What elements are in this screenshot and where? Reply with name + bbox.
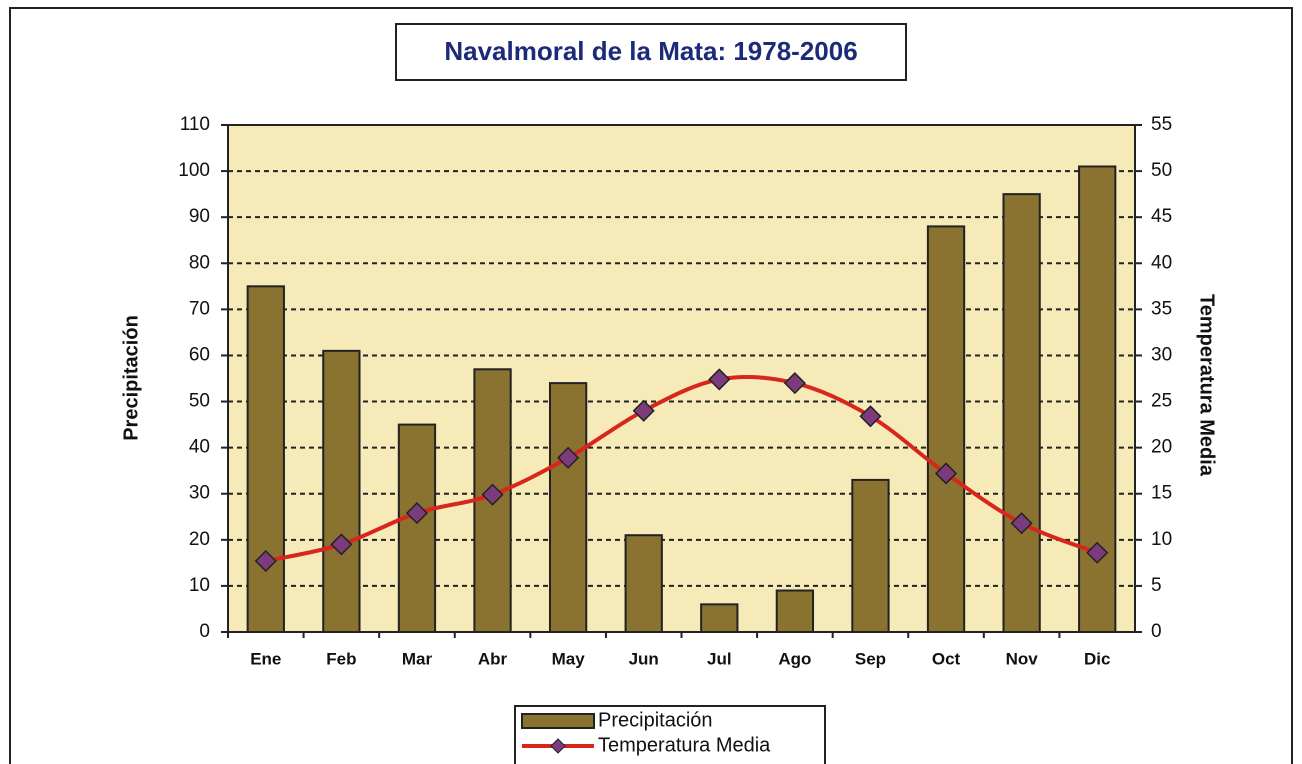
marker xyxy=(859,405,882,428)
y2-axis-title: Temperatura Media xyxy=(1196,294,1218,477)
bar xyxy=(1002,193,1041,634)
x-tick-label: Sep xyxy=(855,649,886,668)
y2-tick-label: 10 xyxy=(1151,529,1172,550)
marker xyxy=(1010,512,1033,535)
y2-tick-label: 5 xyxy=(1151,575,1162,596)
y2-tick-label: 25 xyxy=(1151,391,1172,412)
marker xyxy=(632,399,655,422)
x-tick-label: Abr xyxy=(478,649,508,668)
legend-label: Precipitación xyxy=(598,709,713,731)
bar xyxy=(700,603,739,634)
x-tick-label: Jul xyxy=(707,649,732,668)
y2-tick-label: 35 xyxy=(1151,298,1172,319)
y2-tick-label: 45 xyxy=(1151,206,1172,227)
marker xyxy=(934,462,958,485)
y-tick-label: 0 xyxy=(199,621,210,642)
y-tick-label: 20 xyxy=(189,529,210,550)
y2-tick-label: 15 xyxy=(1151,483,1172,504)
y-tick-label: 60 xyxy=(189,344,210,365)
y2-tick-label: 40 xyxy=(1151,252,1172,273)
y-tick-label: 30 xyxy=(189,483,210,504)
x-tick-label: Mar xyxy=(402,649,433,668)
bar xyxy=(246,285,285,633)
y-tick-label: 70 xyxy=(189,298,210,319)
bar xyxy=(775,589,815,634)
y2-tick-label: 0 xyxy=(1151,621,1162,642)
bar xyxy=(548,382,588,634)
bar xyxy=(624,534,663,634)
marker xyxy=(330,533,353,556)
x-tick-label: May xyxy=(552,649,586,668)
marker xyxy=(557,446,580,469)
y-tick-label: 90 xyxy=(189,206,210,227)
x-tick-label: Ene xyxy=(250,649,281,668)
legend: Precipitación Temperatura Media xyxy=(514,705,826,764)
legend-label: Temperatura Media xyxy=(598,734,771,756)
title-box xyxy=(395,23,907,81)
y2-tick-label: 30 xyxy=(1151,344,1172,365)
x-tick-label: Feb xyxy=(326,649,356,668)
y-tick-label: 50 xyxy=(189,391,210,412)
plot-area xyxy=(228,125,1135,632)
y-tick-label: 10 xyxy=(189,575,210,596)
marker xyxy=(254,549,277,573)
marker xyxy=(405,502,429,525)
legend-marker xyxy=(550,738,566,754)
y-tick-label: 80 xyxy=(189,252,210,273)
bar xyxy=(397,423,437,633)
x-tick-label: Jun xyxy=(629,649,659,668)
x-tick-label: Dic xyxy=(1084,649,1110,668)
legend-swatch xyxy=(521,713,595,729)
y-axis-title: Precipitación xyxy=(120,315,142,441)
y2-tick-label: 20 xyxy=(1151,437,1172,458)
marker xyxy=(1086,541,1109,564)
y-tick-label: 100 xyxy=(178,160,210,181)
y2-tick-label: 50 xyxy=(1151,160,1172,181)
marker xyxy=(783,372,806,395)
x-tick-label: Ago xyxy=(778,649,811,668)
y-tick-label: 110 xyxy=(180,114,210,135)
x-tick-label: Oct xyxy=(932,649,961,668)
y-tick-label: 40 xyxy=(189,437,210,458)
y2-tick-label: 55 xyxy=(1151,114,1172,135)
x-tick-label: Nov xyxy=(1006,649,1039,668)
marker xyxy=(708,368,731,391)
marker xyxy=(481,483,504,506)
bar xyxy=(322,349,361,633)
bar xyxy=(851,478,890,633)
chart-title: Navalmoral de la Mata: 1978-2006 xyxy=(444,36,857,66)
bar xyxy=(926,225,966,633)
